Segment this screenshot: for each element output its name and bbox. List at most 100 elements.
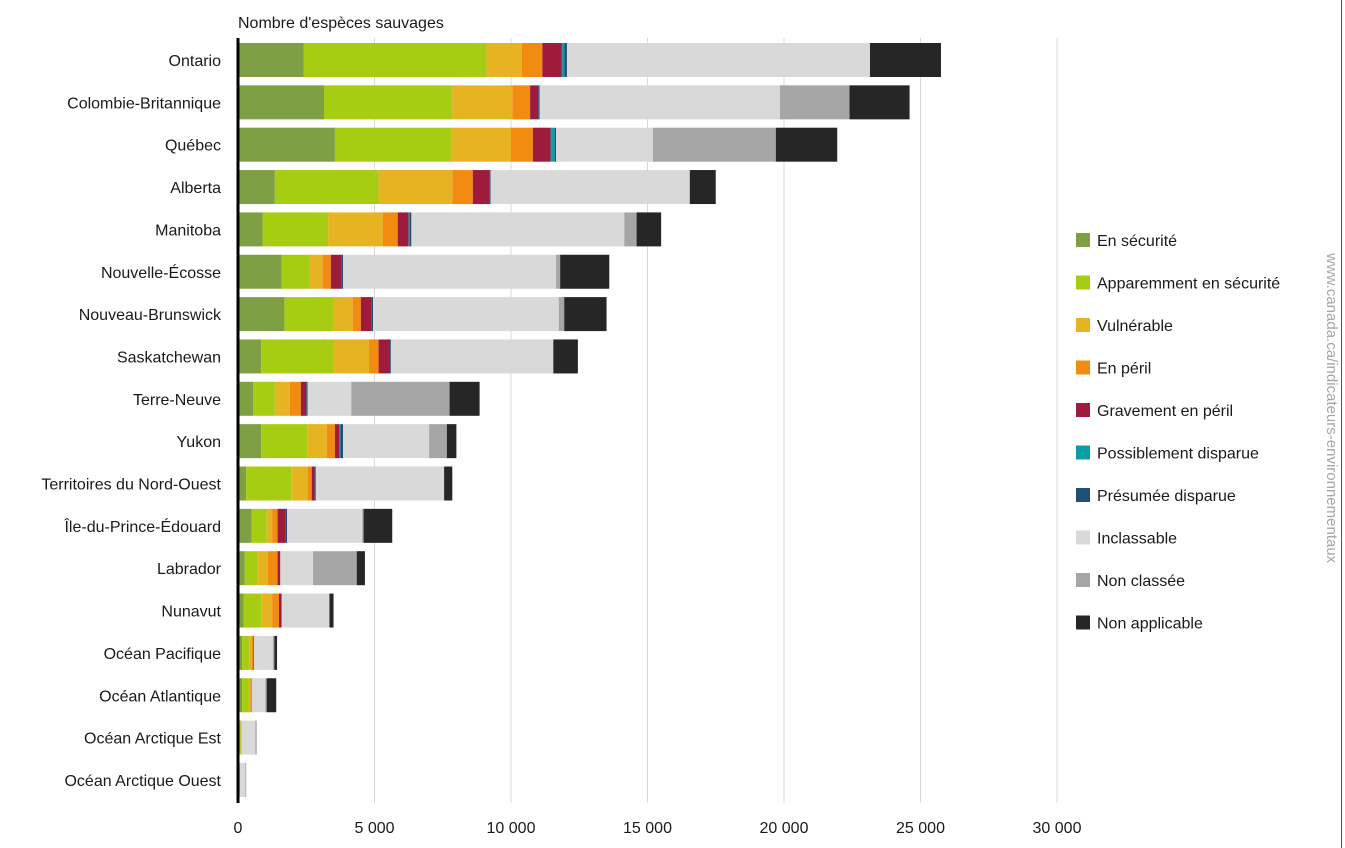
- bar-segment-vulnerable: [333, 339, 370, 374]
- bar-segment-en-securite: [238, 170, 275, 205]
- axes: 0 5 000 10 000 15 000 20 000 25 000 30 000 Onta…: [41, 38, 1082, 837]
- bar-segment-possiblement-disparue: [408, 212, 410, 247]
- legend-label-non-classee: Non classée: [1097, 573, 1185, 590]
- bar-segment-presumee-disparue: [371, 297, 374, 332]
- bar-segment-apparemment-en-securite: [323, 85, 453, 120]
- category-label: Colombie-Britannique: [67, 95, 221, 112]
- bar-segment-apparemment-en-securite: [242, 635, 249, 670]
- bar-segment-en-peril: [268, 551, 278, 586]
- category-label: Océan Arctique Est: [84, 731, 222, 748]
- bar-segment-non-applicable: [274, 635, 278, 670]
- bar-segment-vulnerable: [450, 127, 511, 162]
- category-label: Océan Arctique Ouest: [64, 773, 221, 790]
- bar-segment-vulnerable: [291, 466, 308, 501]
- bar-segment-apparemment-en-securite: [262, 212, 329, 247]
- legend-swatch-presumee-disparue: [1076, 488, 1090, 502]
- bar-segment-gravement-en-peril: [277, 551, 281, 586]
- bar-segment-non-applicable: [869, 43, 941, 77]
- bar-segment-gravement-en-peril: [253, 635, 254, 670]
- bar-segment-vulnerable: [274, 381, 290, 416]
- bar-segment-vulnerable: [261, 593, 273, 628]
- legend-label-gravement-en-peril: Gravement en péril: [1097, 403, 1233, 420]
- bar-segment-non-classee: [652, 127, 776, 162]
- x-tick-label: 10 000: [487, 820, 536, 837]
- bar-segment-en-peril: [251, 635, 254, 670]
- legend-swatch-gravement-en-peril: [1076, 403, 1090, 417]
- bar-segment-en-peril: [382, 212, 398, 247]
- category-label: Saskatchewan: [117, 349, 221, 366]
- bar-segment-apparemment-en-securite: [253, 381, 275, 416]
- bar-segment-en-securite: [238, 593, 244, 628]
- bar-segment-inclassable: [253, 635, 273, 670]
- bar-segment-vulnerable: [248, 635, 252, 670]
- bar-segment-gravement-en-peril: [278, 593, 282, 628]
- bar-segment-non-classee: [255, 720, 257, 755]
- bar-segment-en-peril: [272, 593, 279, 628]
- bar-segment-non-applicable: [329, 593, 334, 628]
- x-tick-label: 5 000: [354, 820, 394, 837]
- category-label: Québec: [165, 138, 221, 155]
- bar-segment-en-securite: [238, 635, 243, 670]
- bar-segment-gravement-en-peril: [532, 127, 551, 162]
- bar-segment-non-applicable: [446, 424, 457, 459]
- bar-segment-inclassable: [566, 43, 870, 77]
- bar-segment-en-peril: [512, 85, 531, 120]
- bar-segment-en-securite: [238, 508, 252, 543]
- bar-segment-possiblement-disparue: [561, 43, 565, 77]
- category-label: Labrador: [157, 561, 222, 578]
- frame-border: [1341, 0, 1342, 848]
- legend-label-en-securite: En sécurité: [1097, 233, 1177, 250]
- bar-segment-gravement-en-peril: [334, 424, 340, 459]
- legend-swatch-inclassable: [1076, 530, 1090, 545]
- bar-segment-inclassable: [490, 170, 690, 205]
- bar-segment-en-securite: [238, 466, 247, 501]
- bar-segment-en-securite: [238, 381, 254, 416]
- bar-segment-apparemment-en-securite: [243, 593, 262, 628]
- bar-segment-gravement-en-peril: [378, 339, 390, 374]
- category-label: Nouvelle-Écosse: [101, 263, 221, 282]
- bar-segment-apparemment-en-securite: [239, 720, 241, 755]
- bar-segment-en-peril: [369, 339, 379, 374]
- bar-segment-en-peril: [521, 43, 543, 77]
- bar-segment-en-peril: [250, 678, 252, 713]
- legend-label-en-peril: En péril: [1097, 361, 1151, 378]
- bar-segment-inclassable: [239, 762, 246, 797]
- bar-segment-apparemment-en-securite: [244, 551, 258, 586]
- bar-segment-en-securite: [238, 212, 263, 247]
- chart-title: Nombre d'espèces sauvages: [238, 15, 444, 32]
- bar-segment-gravement-en-peril: [530, 85, 539, 120]
- bar-segment-inclassable: [315, 466, 445, 501]
- x-tick-label: 0: [234, 820, 243, 837]
- gridlines: [374, 38, 1058, 803]
- legend-swatch-vulnerable: [1076, 318, 1090, 332]
- bar-segment-inclassable: [281, 593, 330, 628]
- bar-segment-en-securite: [238, 127, 335, 162]
- bar-segment-gravement-en-peril: [542, 43, 562, 77]
- bar-segment-vulnerable: [248, 678, 251, 713]
- bar-segment-vulnerable: [333, 297, 353, 332]
- bar-segment-en-securite: [238, 339, 262, 374]
- bar-segment-inclassable: [307, 381, 352, 416]
- bar-segment-presumee-disparue: [341, 254, 344, 289]
- legend-swatch-en-securite: [1076, 233, 1090, 247]
- bar-segment-gravement-en-peril: [311, 466, 315, 501]
- bar-segment-non-applicable: [356, 551, 365, 586]
- category-label: Nunavut: [161, 604, 221, 621]
- bar-segment-presumee-disparue: [409, 212, 412, 247]
- bar-segment-gravement-en-peril: [397, 212, 409, 247]
- bar-segment-en-peril: [352, 297, 361, 332]
- bar-segment-en-securite: [238, 254, 282, 289]
- bar-segment-en-peril: [511, 127, 533, 162]
- legend-label-non-applicable: Non applicable: [1097, 616, 1203, 633]
- bar-segment-non-classee: [624, 212, 637, 247]
- bar-segment-inclassable: [343, 254, 557, 289]
- bar-segment-en-securite: [238, 85, 324, 120]
- bar-segment-en-securite: [238, 424, 262, 459]
- legend-swatch-non-classee: [1076, 573, 1090, 587]
- bar-segment-apparemment-en-securite: [251, 508, 267, 543]
- bar-segment-vulnerable: [452, 85, 513, 120]
- bar-segment-inclassable: [251, 678, 266, 713]
- legend-swatch-apparemment-en-securite: [1076, 275, 1090, 290]
- bar-segment-apparemment-en-securite: [334, 127, 451, 162]
- bar-segment-non-classee: [362, 508, 364, 543]
